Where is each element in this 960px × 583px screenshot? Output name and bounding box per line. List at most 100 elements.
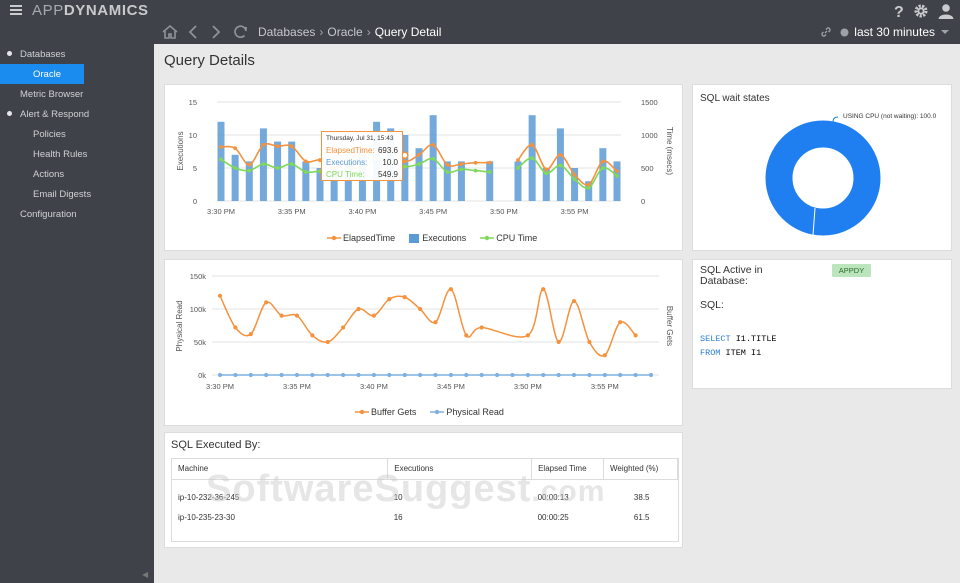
- y2-axis-label: Buffer Gets: [665, 306, 674, 346]
- executions-bar: [245, 161, 253, 201]
- buffer-gets-point: [541, 287, 546, 292]
- refresh-icon[interactable]: [233, 22, 249, 42]
- cell-executions: 16: [393, 512, 403, 522]
- physical-read-point: [479, 372, 484, 378]
- tooltip-label: ElapsedTime:: [326, 146, 375, 155]
- user-icon[interactable]: [937, 3, 955, 19]
- table-row[interactable]: ip-10-235-23-30 16 00:00:25 61.5: [172, 507, 678, 527]
- sidebar-item-actions[interactable]: Actions: [0, 164, 154, 184]
- page-title: Query Details: [164, 52, 255, 69]
- sidebar-item-email-digests[interactable]: Email Digests: [0, 184, 154, 204]
- collapse-sidebar-icon[interactable]: ◀: [142, 570, 149, 579]
- cpu-time-point: [318, 169, 322, 174]
- cell-elapsed-time: 00:00:25: [537, 512, 569, 522]
- cell-machine: ip-10-235-23-30: [178, 512, 235, 522]
- cell-machine: ip-10-232-36-245: [178, 492, 240, 502]
- sidebar-item-alert-respond[interactable]: Alert & Respond: [0, 104, 154, 124]
- executions-bar: [415, 148, 423, 201]
- gear-icon[interactable]: [912, 3, 930, 19]
- executions-bar: [231, 154, 239, 201]
- sql-keyword: FROM: [700, 348, 721, 358]
- y-tick-label: 100k: [190, 305, 207, 314]
- executed-by-table-frame: Machine Executions Elapsed Time Weighted…: [171, 458, 679, 542]
- legend-physical-read[interactable]: Physical Read: [430, 407, 504, 417]
- column-header-machine[interactable]: Machine: [172, 459, 389, 480]
- sidebar-item-policies[interactable]: Policies: [0, 124, 154, 144]
- sql-label: SQL:: [700, 299, 724, 311]
- sidebar-item-label: Policies: [33, 128, 66, 140]
- card-title: SQL wait states: [700, 93, 770, 104]
- chart-tooltip: Thursday, Jul 31, 15:43 ElapsedTime: 693.…: [321, 131, 403, 181]
- buffer-gets-point: [356, 306, 361, 312]
- cpu-time-point: [417, 162, 421, 166]
- breadcrumb-oracle[interactable]: Oracle: [327, 25, 363, 39]
- column-header-elapsed-time[interactable]: Elapsed Time: [531, 459, 605, 480]
- sql-text: I1.TITLE: [730, 334, 777, 344]
- buffer-gets-point: [618, 320, 623, 325]
- breadcrumb-databases[interactable]: Databases: [258, 25, 316, 39]
- buffer-gets-point: [433, 320, 438, 325]
- sidebar-item-databases[interactable]: Databases: [0, 44, 154, 64]
- donut-slice-label: USING CPU (not waiting): 100.0: [843, 113, 937, 120]
- physical-read-point: [248, 372, 253, 378]
- donut-slice-using-cpu[interactable]: [765, 120, 881, 236]
- physical-read-point: [494, 372, 500, 378]
- physical-read-point: [618, 372, 623, 378]
- forward-icon[interactable]: [210, 22, 222, 42]
- legend-buffer-gets[interactable]: Buffer Gets: [355, 407, 416, 417]
- card-title: SQL Active in Database:: [700, 265, 763, 287]
- buffer-gets-point: [325, 339, 330, 345]
- sidebar-item-health-rules[interactable]: Health Rules: [0, 144, 154, 164]
- buffer-gets-point: [587, 339, 592, 345]
- wait-states-donut-chart[interactable]: USING CPU (not waiting): 100.0: [693, 85, 953, 252]
- chart-legend: ElapsedTime Executions CPU Time: [327, 233, 551, 243]
- donut-slice-edge: [812, 207, 816, 236]
- physical-read-point: [556, 372, 561, 378]
- elapsedtime-point: [530, 143, 535, 147]
- x-tick-label: 3:50 PM: [490, 207, 518, 216]
- sql-keyword: SELECT: [700, 334, 731, 344]
- buffer-gets-point: [233, 325, 238, 330]
- legend-label: Physical Read: [446, 407, 504, 417]
- executions-bar: [571, 168, 579, 201]
- cpu-time-point: [516, 166, 520, 170]
- buffer-gets-chart[interactable]: 150k 100k 50k 0k Physical Read Buffer Gets 3:3…: [165, 260, 684, 427]
- legend-line-icon: [480, 235, 495, 241]
- executions-time-chart[interactable]: 15 10 5 0 1500 1000 500 0 Executions Time (msecs)…: [165, 85, 684, 252]
- cpu-time-point: [558, 163, 563, 168]
- table-row[interactable]: ip-10-232-36-245 10 00:00:13 38.5: [172, 487, 678, 507]
- buffer-gets-point: [418, 306, 423, 312]
- back-icon[interactable]: [187, 22, 199, 42]
- y-tick-label: 0: [193, 197, 197, 206]
- column-header-weighted[interactable]: Weighted (%): [603, 459, 678, 480]
- executions-bar: [274, 141, 282, 201]
- sql-line-2: FROM ITEM I1: [700, 348, 761, 358]
- legend-cpu-time[interactable]: CPU Time: [480, 233, 537, 243]
- column-header-executions[interactable]: Executions: [387, 459, 533, 480]
- physical-read-point: [541, 372, 546, 378]
- tooltip-value: 693.6: [377, 146, 398, 155]
- menu-icon[interactable]: [10, 5, 22, 15]
- help-icon[interactable]: ?: [890, 3, 908, 19]
- buffer-gets-line: [219, 288, 637, 357]
- physical-read-point: [387, 372, 392, 378]
- link-icon[interactable]: [820, 26, 832, 38]
- buffer-gets-point: [448, 287, 453, 292]
- tooltip-value: 10.0: [382, 158, 398, 167]
- sidebar-item-label: Actions: [33, 168, 65, 180]
- sql-text: ITEM I1: [720, 348, 762, 358]
- physical-read-point: [433, 372, 438, 378]
- sql-line-1: SELECT I1.TITLE: [700, 334, 777, 344]
- home-icon[interactable]: [162, 22, 178, 42]
- sidebar-item-oracle[interactable]: Oracle: [0, 64, 84, 84]
- time-range-selector[interactable]: last 30 minutes: [820, 25, 950, 39]
- sidebar-item-metric-browser[interactable]: Metric Browser: [0, 84, 154, 104]
- legend-executions[interactable]: Executions: [409, 233, 466, 243]
- y2-tick-label: 0: [641, 197, 645, 206]
- elapsedtime-point: [615, 169, 619, 174]
- sidebar-item-configuration[interactable]: Configuration: [0, 204, 154, 224]
- legend-elapsed-time[interactable]: ElapsedTime: [327, 233, 395, 243]
- buffer-gets-point: [264, 300, 269, 305]
- physical-read-point: [356, 372, 361, 378]
- cpu-time-point: [303, 170, 308, 174]
